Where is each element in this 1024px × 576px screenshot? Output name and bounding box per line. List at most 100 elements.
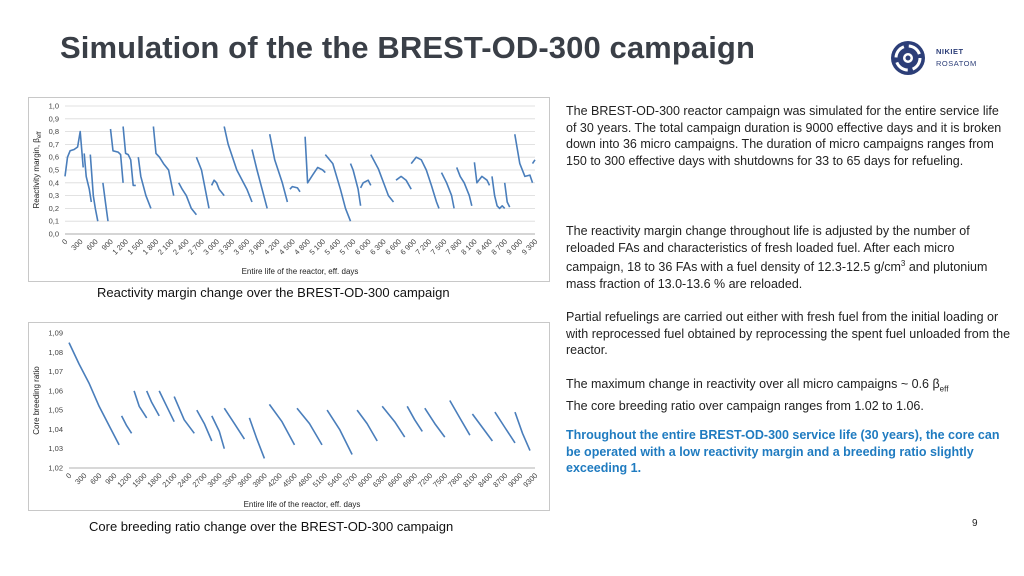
x-tick-label: 6 000 [353,237,373,257]
y-tick-label: 1,04 [48,425,63,434]
x-tick-label: 6 900 [398,237,418,257]
y-tick-label: 1,07 [48,367,63,376]
y-axis-label: Core breeding ratio [32,366,41,435]
paragraph-refueling: Partial refuelings are carried out eithe… [566,310,1011,358]
text-paragraph-4: The maximum change in reactivity over al… [566,376,1011,415]
x-tick-label: 6900 [401,471,419,489]
series-segment [356,409,378,442]
series-segment [324,154,352,222]
x-tick-label: 7 200 [414,237,434,257]
y-tick-label: 1,05 [48,406,63,415]
series-segment [223,126,253,203]
x-axis-label: Entire life of the reactor, eff. days [242,267,359,276]
y-axis-label-main: Reactivity margin, β [32,138,41,209]
series-segment [248,417,266,459]
x-tick-label: 2100 [160,471,178,489]
x-tick-label: 6 600 [383,237,403,257]
y-tick-label: 1,06 [48,386,63,395]
x-tick-label: 3 900 [247,237,267,257]
x-tick-label: 0 [60,237,69,246]
reactivity-chart: 0,0 0,1 0,2 0,3 0,4 0,5 0,6 0,7 0,8 0,9 1,0 0 300 600… [28,97,550,282]
series-segment [359,179,372,189]
x-tick-label: 2400 [176,471,194,489]
x-tick-label: 8700 [491,471,509,489]
y-tick-label: 1,09 [48,329,63,338]
x-tick-label: 5 400 [323,237,343,257]
x-tick-label: 9000 [506,471,524,489]
x-tick-label: 3 600 [232,237,252,257]
paragraph-reactivity: The reactivity margin change throughout … [566,223,1011,293]
x-tick-label: 4500 [281,471,299,489]
slide-title: Simulation of the the BREST-OD-300 campa… [60,30,756,65]
series-segment [410,156,440,209]
x-tick-label: 4200 [266,471,284,489]
y-tick-label: 1,0 [49,102,59,111]
y-axis-label-subscript: eff [37,131,43,138]
reactivity-chart-caption: Reactivity margin change over the BREST-… [97,285,450,300]
x-tick-label: 9 000 [505,237,525,257]
series-segment [503,182,511,208]
y-tick-label: 0,6 [49,153,59,162]
x-tick-label: 9300 [521,471,539,489]
series-segment [223,407,246,440]
series-segment [449,400,471,436]
y-tick-label: 0,5 [49,166,59,175]
series-segment [102,182,109,222]
x-tick-label: 1800 [145,471,163,489]
series-segment [381,405,406,438]
series-segment [296,407,323,446]
series-segment [514,411,531,451]
series-segment [440,172,455,209]
x-tick-label: 300 [69,237,84,252]
series-segment [68,342,120,446]
x-tick-label: 8 700 [489,237,509,257]
x-tick-label: 2 400 [171,237,191,257]
series-segment [326,409,353,455]
reactivity-chart-svg: 0,0 0,1 0,2 0,3 0,4 0,5 0,6 0,7 0,8 0,9 1,0 0 300 600… [32,102,539,277]
series-segment [109,128,124,183]
y-tick-label: 1,03 [48,444,63,453]
x-tick-label: 1 500 [126,237,146,257]
series-segment [122,126,136,187]
series-segment [349,163,362,206]
x-tick-label: 5700 [341,471,359,489]
series-segment [133,390,148,419]
series-segment [304,136,326,184]
x-tick-label: 8 100 [459,237,479,257]
series-segment [177,182,198,216]
page-number: 9 [972,518,978,529]
text-paragraph-1: The BREST-OD-300 reactor campaign was si… [566,103,1011,169]
paragraph-conclusion: Throughout the entire BREST-OD-300 servi… [566,428,1000,476]
x-tick-label: 6600 [386,471,404,489]
x-tick-label: 1500 [130,471,148,489]
x-tick-label: 8100 [461,471,479,489]
series-segment [370,154,395,203]
x-tick-label: 3000 [206,471,224,489]
x-tick-label: 3300 [221,471,239,489]
paragraph-reactivity-a: The reactivity margin change throughout … [566,224,970,275]
y-axis-label: Reactivity margin, βeff [32,131,43,208]
x-tick-label: 6 300 [368,237,388,257]
series-segment [289,185,301,193]
y-tick-label: 0,0 [49,230,59,239]
x-tick-label: 7 500 [429,237,449,257]
series-segment [89,154,99,222]
x-tick-label: 5100 [311,471,329,489]
x-tick-label: 600 [88,471,103,486]
breeding-chart: 1,02 1,03 1,04 1,05 1,06 1,07 1,08 1,09 0 300 600 9… [28,322,550,511]
x-tick-label: 4 800 [292,237,312,257]
x-tick-label: 5 700 [338,237,358,257]
x-tick-label: 3600 [236,471,254,489]
y-tick-label: 0,9 [49,114,59,123]
x-tick-label: 7200 [416,471,434,489]
text-paragraph-2: The reactivity margin change throughout … [566,223,1011,293]
y-tick-label: 0,7 [49,140,59,149]
x-tick-label: 7800 [446,471,464,489]
x-tick-label: 2700 [191,471,209,489]
x-tick-label: 600 [85,237,100,252]
paragraph-reactivity-b: and plutonium mass fraction of 13.0-13.6… [566,260,988,291]
series-segment [514,134,534,184]
series-segment [158,390,175,423]
unit-superscript: 3 [900,259,906,269]
x-tick-label: 6000 [356,471,374,489]
